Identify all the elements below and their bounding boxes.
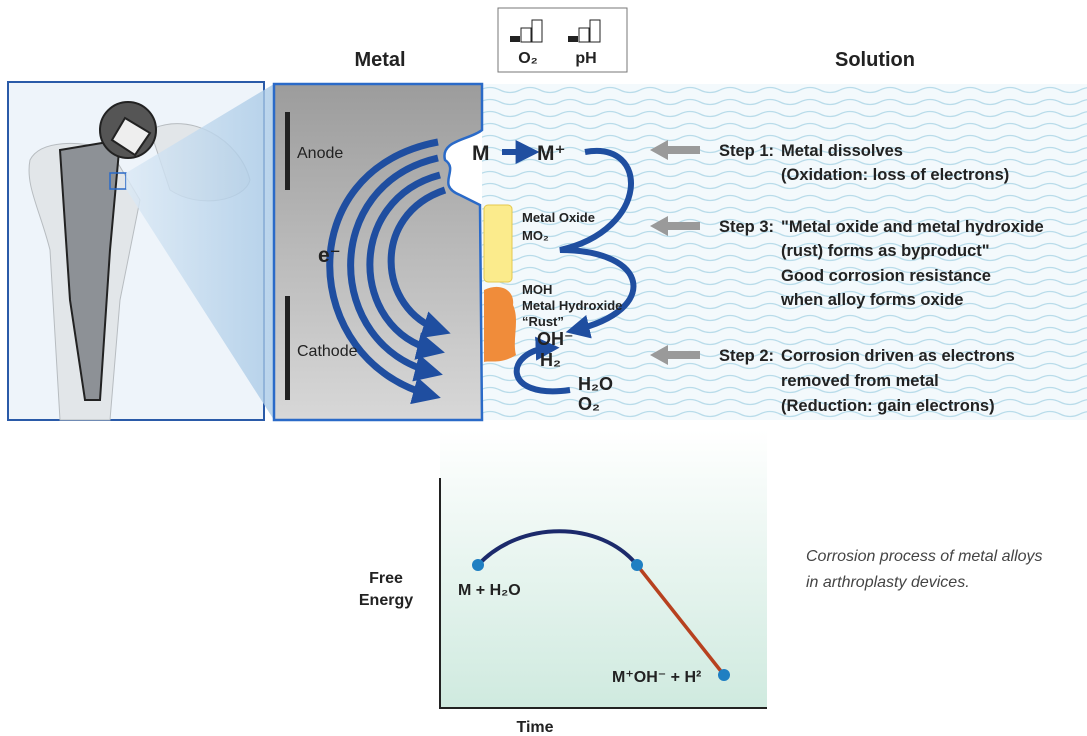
- diagram: O₂ pH Metal Solution Anode Cathode e⁻ M …: [0, 0, 1087, 736]
- ph-label: pH: [575, 50, 596, 67]
- metal-title: Metal: [354, 49, 405, 71]
- body: O₂ pH Metal Solution Anode Cathode e⁻ M …: [0, 0, 1087, 736]
- step-line: (rust) forms as byproduct": [781, 242, 990, 260]
- o2-label: O₂: [518, 50, 538, 67]
- step-line: when alloy forms oxide: [780, 291, 963, 309]
- x-axis-label: Time: [516, 719, 553, 736]
- step-label: Step 2:: [719, 347, 774, 365]
- rust-layer: [484, 287, 516, 362]
- step-line: Good corrosion resistance: [781, 267, 991, 285]
- y-axis-label: Energy: [359, 592, 413, 609]
- step-line: (Oxidation: loss of electrons): [781, 166, 1009, 184]
- hydroxide-ion: OH⁻: [537, 329, 574, 349]
- step-line: Metal dissolves: [781, 142, 903, 160]
- step-line: Corrosion driven as electrons: [781, 347, 1015, 365]
- hydroxide-formula: MOH: [522, 282, 552, 297]
- start-point: [472, 559, 484, 571]
- end-label: M⁺OH⁻ + H²: [612, 669, 701, 686]
- ion-species: M⁺: [537, 142, 566, 165]
- rust-label: “Rust”: [522, 314, 564, 329]
- step-label: Step 3:: [719, 218, 774, 236]
- water: H₂O: [578, 374, 613, 394]
- end-point: [718, 669, 730, 681]
- start-label: M + H₂O: [458, 582, 521, 599]
- oxide-name: Metal Oxide: [522, 210, 595, 225]
- icon-bar: [510, 36, 520, 42]
- page: Corrosion process diagram { "header": {"…: [0, 0, 1087, 736]
- hydrogen: H₂: [540, 350, 561, 370]
- electron-label: e⁻: [318, 244, 341, 267]
- step-line: removed from metal: [781, 372, 939, 390]
- peak-point: [631, 559, 643, 571]
- oxygen: O₂: [578, 394, 600, 414]
- hydroxide-name: Metal Hydroxide: [522, 298, 622, 313]
- step-line: "Metal oxide and metal hydroxide: [781, 218, 1044, 236]
- oxide-formula: MO₂: [522, 228, 549, 243]
- caption: Corrosion process of metal alloys: [806, 548, 1043, 565]
- cathode-bar: [285, 296, 290, 400]
- cathode-label: Cathode: [297, 343, 358, 360]
- oxide-layer: [484, 205, 512, 282]
- anode-label: Anode: [297, 145, 343, 162]
- caption: in arthroplasty devices.: [806, 574, 970, 591]
- step-line: (Reduction: gain electrons): [781, 397, 995, 415]
- icon-bar: [568, 36, 578, 42]
- step-label: Step 1:: [719, 142, 774, 160]
- y-axis-label: Free: [369, 570, 403, 587]
- solution-title: Solution: [835, 49, 915, 71]
- metal-species: M: [472, 142, 490, 165]
- anode-bar: [285, 112, 290, 190]
